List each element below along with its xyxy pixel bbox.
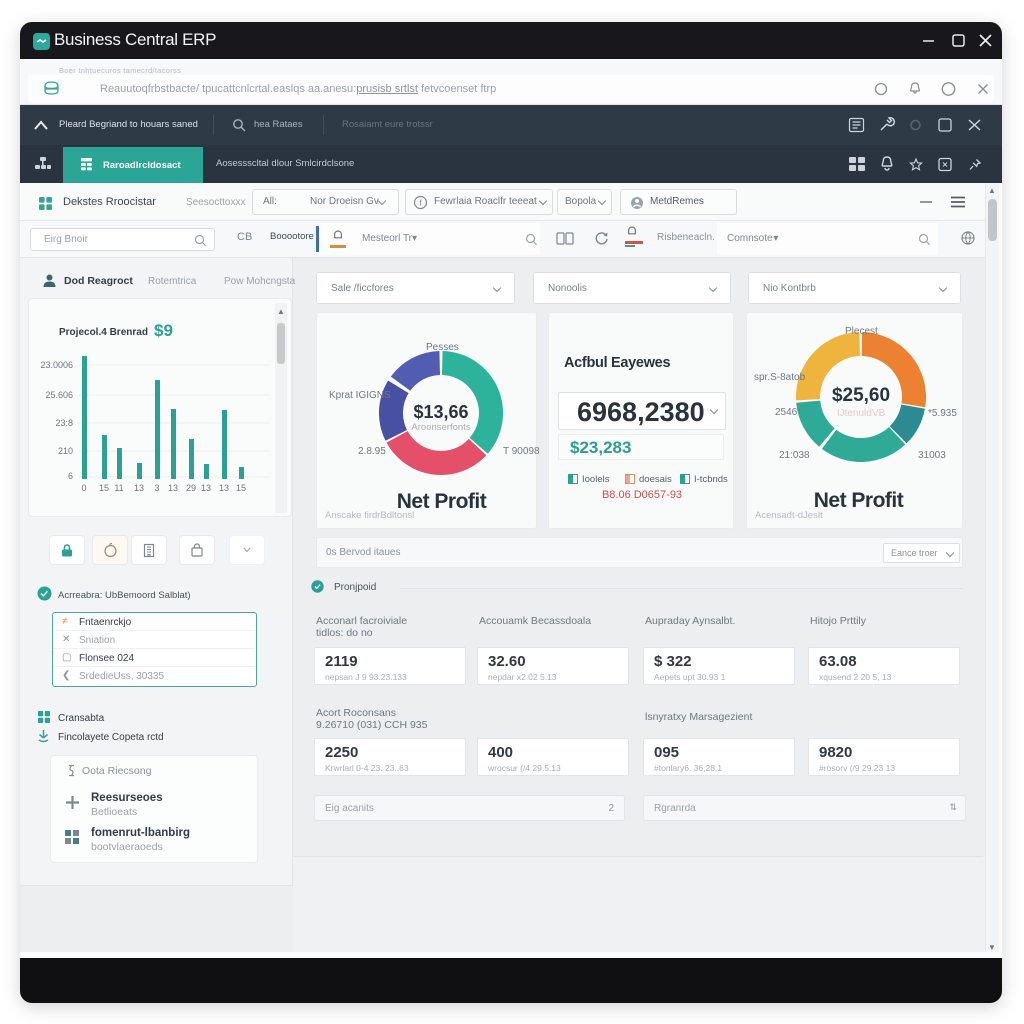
svg-text:13: 13 <box>134 483 144 493</box>
svg-text:23.0006: 23.0006 <box>40 360 73 370</box>
svg-text:6: 6 <box>68 471 73 481</box>
svg-text:15: 15 <box>99 483 109 493</box>
svg-text:3: 3 <box>154 483 159 493</box>
svg-text:210: 210 <box>58 446 73 456</box>
svg-text:25.606: 25.606 <box>45 390 73 400</box>
svg-text:13: 13 <box>219 483 229 493</box>
svg-text:15: 15 <box>236 483 246 493</box>
svg-text:29: 29 <box>186 483 196 493</box>
svg-text:23:8: 23:8 <box>55 418 73 428</box>
svg-text:11: 11 <box>114 483 123 493</box>
svg-text:0: 0 <box>81 483 86 493</box>
svg-text:13: 13 <box>201 483 211 493</box>
svg-text:f: f <box>419 199 422 208</box>
svg-text:13: 13 <box>168 483 178 493</box>
